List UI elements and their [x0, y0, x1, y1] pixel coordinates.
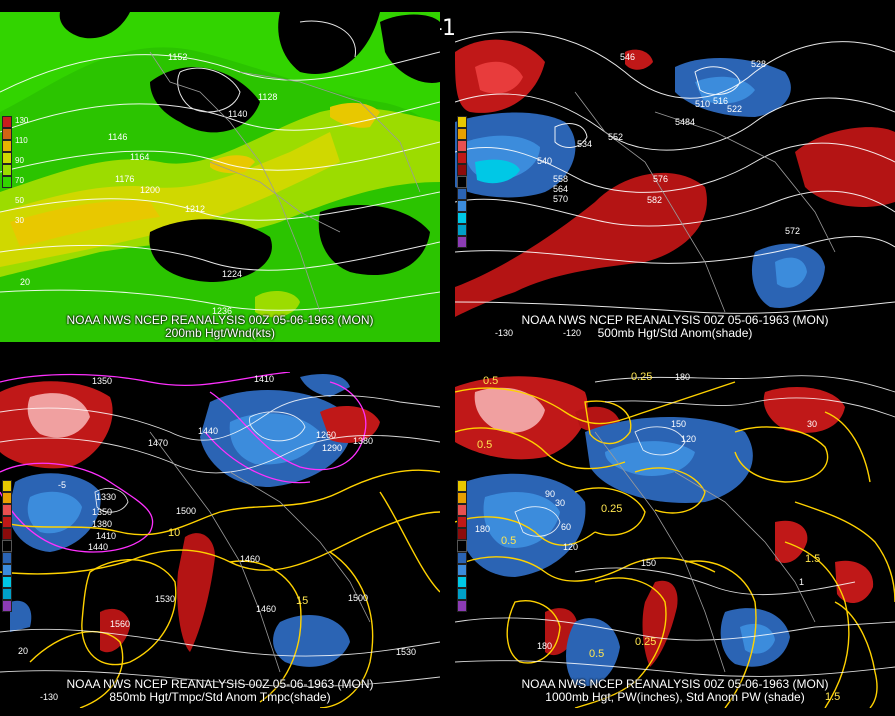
svg-text:1128: 1128: [258, 92, 277, 102]
svg-text:1470: 1470: [148, 438, 168, 448]
svg-text:1236: 1236: [212, 306, 232, 316]
svg-text:576: 576: [653, 174, 668, 184]
svg-text:20: 20: [20, 277, 30, 287]
svg-text:1: 1: [799, 577, 804, 587]
panel-500mb: 546 528 510 516 522 534 540 552 558 564 …: [455, 12, 895, 342]
svg-text:1410: 1410: [254, 374, 274, 384]
svg-text:0.5: 0.5: [589, 648, 604, 660]
panel-200mb: 1152 1128 1140 1146 1164 1176 1200 1212 …: [0, 12, 440, 342]
svg-text:-120: -120: [563, 328, 581, 338]
svg-text:1146: 1146: [108, 132, 127, 142]
svg-text:1224: 1224: [222, 269, 242, 279]
svg-text:1140: 1140: [228, 109, 247, 119]
caption-line1-1000mb: NOAA NWS NCEP REANALYSIS 00Z 05-06-1963 …: [521, 677, 829, 691]
svg-text:510: 510: [695, 99, 710, 109]
map-labels-1000mb: 0.5 0.25 180 150 120 90 60 30 0.5 0.25 1…: [475, 372, 840, 703]
caption-line2-1000mb: 1000mb Hgt, PW(inches), Std Anom PW (sha…: [545, 690, 805, 704]
svg-text:1440: 1440: [88, 542, 108, 552]
svg-text:534: 534: [577, 139, 592, 149]
svg-text:60: 60: [561, 522, 571, 532]
svg-text:120: 120: [563, 542, 578, 552]
svg-text:90: 90: [545, 489, 555, 499]
caption-line1-200mb: NOAA NWS NCEP REANALYSIS 00Z 05-06-1963 …: [66, 313, 374, 327]
svg-text:30: 30: [807, 419, 817, 429]
svg-text:1460: 1460: [256, 604, 276, 614]
svg-text:180: 180: [675, 372, 690, 382]
svg-text:1.5: 1.5: [825, 691, 840, 703]
map-labels-500mb: 546 528 510 516 522 534 540 552 558 564 …: [495, 52, 800, 338]
svg-text:1152: 1152: [168, 52, 187, 62]
legend-850mb: [2, 480, 12, 612]
svg-text:0.25: 0.25: [635, 636, 656, 648]
legend-500mb: [457, 116, 467, 248]
panel-1000mb: 0.5 0.25 180 150 120 90 60 30 0.5 0.25 1…: [455, 372, 895, 708]
svg-text:10: 10: [168, 527, 180, 539]
svg-text:570: 570: [553, 194, 568, 204]
svg-text:1212: 1212: [185, 204, 205, 214]
svg-text:564: 564: [553, 184, 568, 194]
svg-text:1500: 1500: [176, 506, 196, 516]
svg-text:0.25: 0.25: [631, 372, 652, 383]
svg-text:1410: 1410: [96, 531, 116, 541]
svg-text:516: 516: [713, 96, 728, 106]
caption-line2-200mb: 200mb Hgt/Wnd(kts): [164, 326, 276, 340]
svg-text:558: 558: [553, 174, 568, 184]
map-500mb: 546 528 510 516 522 534 540 552 558 564 …: [455, 12, 895, 342]
svg-text:20: 20: [18, 646, 28, 656]
svg-text:1260: 1260: [316, 430, 336, 440]
map-200mb: 1152 1128 1140 1146 1164 1176 1200 1212 …: [0, 12, 440, 342]
svg-text:1500: 1500: [348, 593, 368, 603]
svg-text:1176: 1176: [115, 174, 134, 184]
svg-text:552: 552: [608, 132, 623, 142]
map-1000mb: 0.5 0.25 180 150 120 90 60 30 0.5 0.25 1…: [455, 372, 895, 708]
svg-text:1200: 1200: [140, 185, 160, 195]
svg-text:1380: 1380: [353, 436, 373, 446]
svg-text:30: 30: [555, 498, 565, 508]
svg-text:180: 180: [537, 641, 552, 651]
map-labels-200mb: 1152 1128 1140 1146 1164 1176 1200 1212 …: [20, 52, 277, 316]
caption-line2-500mb: 500mb Hgt/Std Anom(shade): [597, 326, 753, 340]
svg-text:1460: 1460: [240, 554, 260, 564]
caption-line1-500mb: NOAA NWS NCEP REANALYSIS 00Z 05-06-1963 …: [521, 313, 829, 327]
caption-line2-850mb: 850mb Hgt/Tmpc/Std Anom Tmpc(shade): [109, 690, 331, 704]
svg-text:1560: 1560: [110, 619, 130, 629]
svg-text:150: 150: [671, 419, 686, 429]
legend-1000mb: [457, 480, 467, 612]
svg-text:582: 582: [647, 195, 662, 205]
svg-text:150: 150: [641, 558, 656, 568]
svg-text:180: 180: [475, 524, 490, 534]
svg-text:-5: -5: [58, 480, 66, 490]
svg-text:-130: -130: [495, 328, 513, 338]
svg-text:572: 572: [785, 226, 800, 236]
map-labels-850mb: 1350 1410 1470 1440 1260 1290 1380 1330 …: [18, 374, 416, 702]
svg-text:1164: 1164: [130, 152, 149, 162]
svg-text:528: 528: [751, 59, 766, 69]
svg-text:522: 522: [727, 104, 742, 114]
svg-text:5484: 5484: [675, 117, 695, 127]
map-850mb: 1350 1410 1470 1440 1260 1290 1380 1330 …: [0, 372, 440, 708]
svg-text:1350: 1350: [92, 376, 112, 386]
svg-text:1290: 1290: [322, 443, 342, 453]
svg-text:1350: 1350: [92, 507, 112, 517]
svg-text:0.5: 0.5: [501, 535, 516, 547]
svg-text:1530: 1530: [396, 647, 416, 657]
svg-text:15: 15: [296, 595, 308, 607]
svg-text:1.5: 1.5: [805, 553, 820, 565]
svg-text:0.5: 0.5: [483, 375, 498, 387]
svg-text:-130: -130: [40, 692, 58, 702]
caption-line1-850mb: NOAA NWS NCEP REANALYSIS 00Z 05-06-1963 …: [66, 677, 374, 691]
panel-850mb: 1350 1410 1470 1440 1260 1290 1380 1330 …: [0, 372, 440, 708]
svg-text:1380: 1380: [92, 519, 112, 529]
legend-200mb: 130 110 90 70 50 30: [2, 116, 28, 225]
svg-text:1440: 1440: [198, 426, 218, 436]
svg-text:1530: 1530: [155, 594, 175, 604]
svg-text:1330: 1330: [96, 492, 116, 502]
svg-text:540: 540: [537, 156, 552, 166]
svg-text:0.5: 0.5: [477, 439, 492, 451]
svg-text:0.25: 0.25: [601, 503, 622, 515]
svg-text:120: 120: [681, 434, 696, 444]
svg-text:546: 546: [620, 52, 635, 62]
